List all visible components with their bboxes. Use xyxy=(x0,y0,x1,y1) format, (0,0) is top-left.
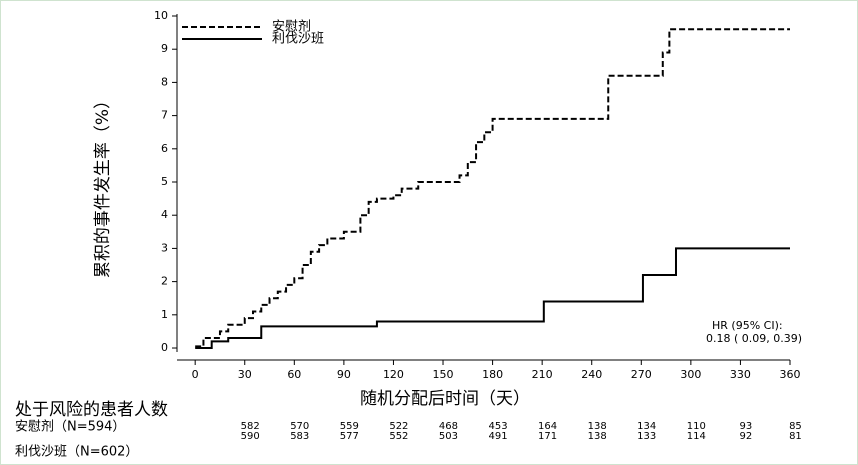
x-tick-label: 180 xyxy=(482,368,503,381)
risk-value: 138 xyxy=(588,431,607,442)
risk-value: 570 xyxy=(290,421,309,432)
risk-value: 582 xyxy=(241,421,260,432)
risk-value: 577 xyxy=(340,431,359,442)
x-tick-label: 90 xyxy=(337,368,351,381)
risk-value: 93 xyxy=(739,421,752,432)
risk-value: 110 xyxy=(687,421,706,432)
legend-label: 利伐沙班 xyxy=(272,32,324,47)
y-tick-label: 0 xyxy=(161,341,168,354)
risk-value: 468 xyxy=(439,421,458,432)
x-tick-label: 300 xyxy=(680,368,701,381)
risk-value: 133 xyxy=(637,431,656,442)
y-tick-label: 8 xyxy=(161,75,168,88)
risk-value: 491 xyxy=(488,431,507,442)
risk-value: 138 xyxy=(588,421,607,432)
y-tick-label: 4 xyxy=(161,208,168,221)
risk-value: 453 xyxy=(488,421,507,432)
legend-label: 安慰剂 xyxy=(272,20,311,35)
x-tick-label: 240 xyxy=(581,368,602,381)
y-tick-label: 5 xyxy=(161,175,168,188)
y-axis-label: 累积的事件发生率（%） xyxy=(93,92,113,278)
risk-value: 114 xyxy=(687,431,706,442)
risk-value: 583 xyxy=(290,431,309,442)
y-tick-label: 2 xyxy=(161,275,168,288)
annotation: 0.18 ( 0.09, 0.39) xyxy=(706,332,802,345)
risk-value: 559 xyxy=(340,421,359,432)
y-tick-label: 7 xyxy=(161,109,168,122)
y-tick-label: 6 xyxy=(161,142,168,155)
series-line xyxy=(195,28,790,348)
risk-table-title: 处于风险的患者人数 xyxy=(15,400,168,420)
y-tick-label: 3 xyxy=(161,241,168,254)
risk-value: 92 xyxy=(739,431,752,442)
risk-row-label: 利伐沙班（N=602） xyxy=(15,445,138,460)
risk-value: 171 xyxy=(538,431,557,442)
y-tick-label: 10 xyxy=(154,9,168,22)
risk-value: 503 xyxy=(439,431,458,442)
annotation: HR (95% CI): xyxy=(712,319,783,332)
y-tick-label: 9 xyxy=(161,42,168,55)
risk-value: 81 xyxy=(789,431,802,442)
x-tick-label: 270 xyxy=(631,368,652,381)
y-tick-label: 1 xyxy=(161,308,168,321)
x-tick-label: 60 xyxy=(287,368,301,381)
series-line xyxy=(195,247,790,350)
risk-value: 590 xyxy=(241,431,260,442)
x-axis-label: 随机分配后时间（天） xyxy=(360,389,530,409)
risk-value: 522 xyxy=(389,421,408,432)
risk-value: 164 xyxy=(538,421,557,432)
x-tick-label: 30 xyxy=(238,368,252,381)
risk-value: 134 xyxy=(637,421,656,432)
x-tick-label: 150 xyxy=(433,368,454,381)
x-tick-label: 330 xyxy=(730,368,751,381)
risk-row-label: 安慰剂（N=594） xyxy=(15,420,125,435)
x-tick-label: 120 xyxy=(383,368,404,381)
risk-value: 552 xyxy=(389,431,408,442)
x-tick-label: 0 xyxy=(192,368,199,381)
risk-value: 85 xyxy=(789,421,802,432)
x-tick-label: 360 xyxy=(780,368,801,381)
x-tick-label: 210 xyxy=(532,368,553,381)
